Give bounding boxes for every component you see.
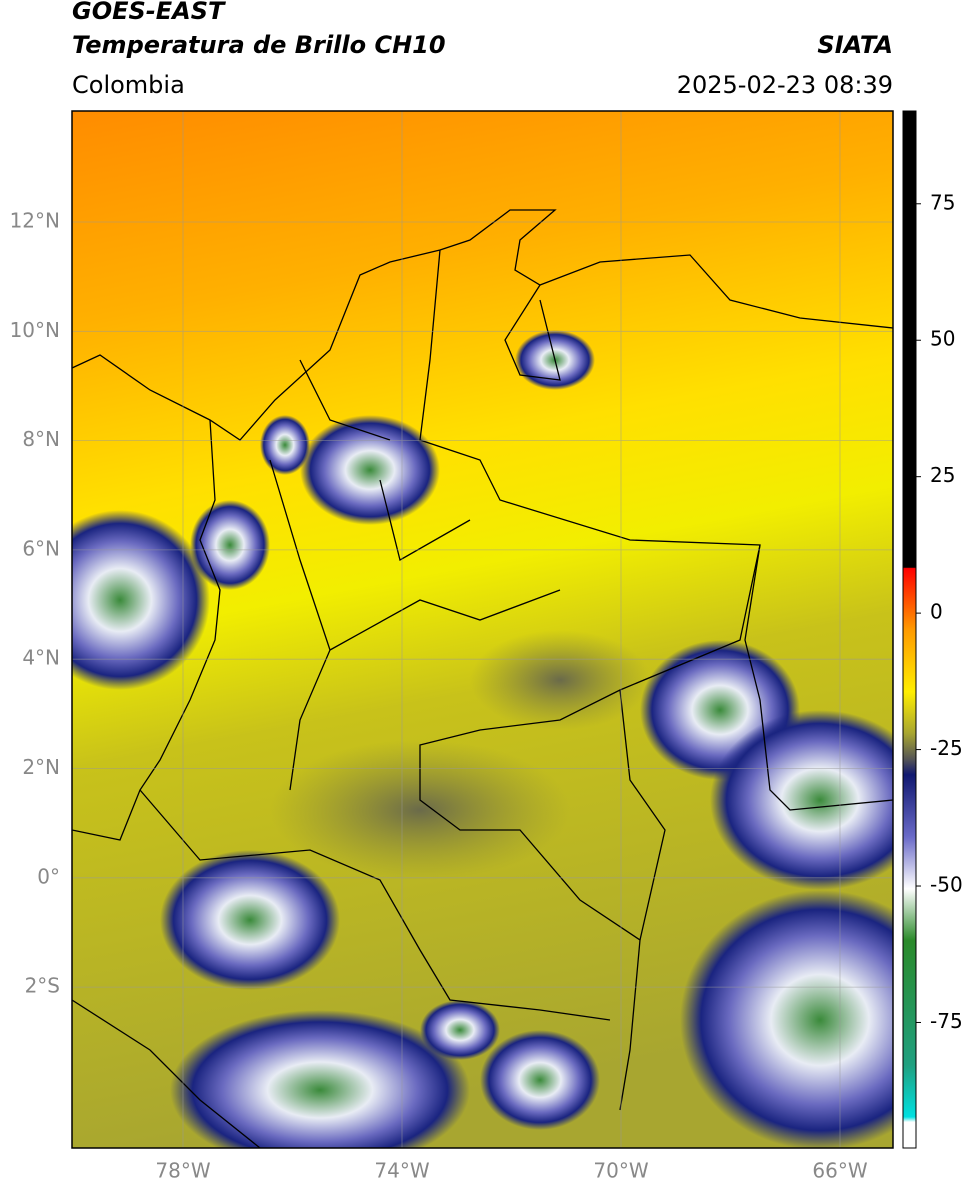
satellite: GOES-EAST [72,0,226,25]
colorbar-tick-label: 0 [930,600,943,624]
lat-label: 8°N [22,427,60,451]
datetime: 2025-02-23 08:39 [677,71,893,99]
colorbar-tick-label: 75 [930,190,955,214]
lon-label: 66°W [812,1159,867,1183]
lat-label: 4°N [22,646,60,670]
lat-label: 10°N [10,318,60,342]
region: Colombia [72,71,185,99]
lon-label: 70°W [593,1159,648,1183]
colorbar-tick-label: -50 [930,873,963,897]
map-image [72,111,893,1148]
colorbar [902,110,917,1149]
colorbar-tick-label: 50 [930,327,955,351]
map-frame [71,110,894,1149]
lat-label: 2°N [22,755,60,779]
lat-label: 6°N [22,536,60,560]
colorbar-tick-label: 25 [930,463,955,487]
source: SIATA [817,31,893,59]
lat-label: 12°N [10,209,60,233]
lat-label: 0° [37,864,60,888]
lon-label: 74°W [374,1159,429,1183]
lon-label: 78°W [155,1159,210,1183]
colorbar-tick-label: -75 [930,1009,963,1033]
product: Temperatura de Brillo CH10 [72,31,446,59]
lat-label: 2°S [25,974,60,998]
colorbar-tick-label: -25 [930,736,963,760]
